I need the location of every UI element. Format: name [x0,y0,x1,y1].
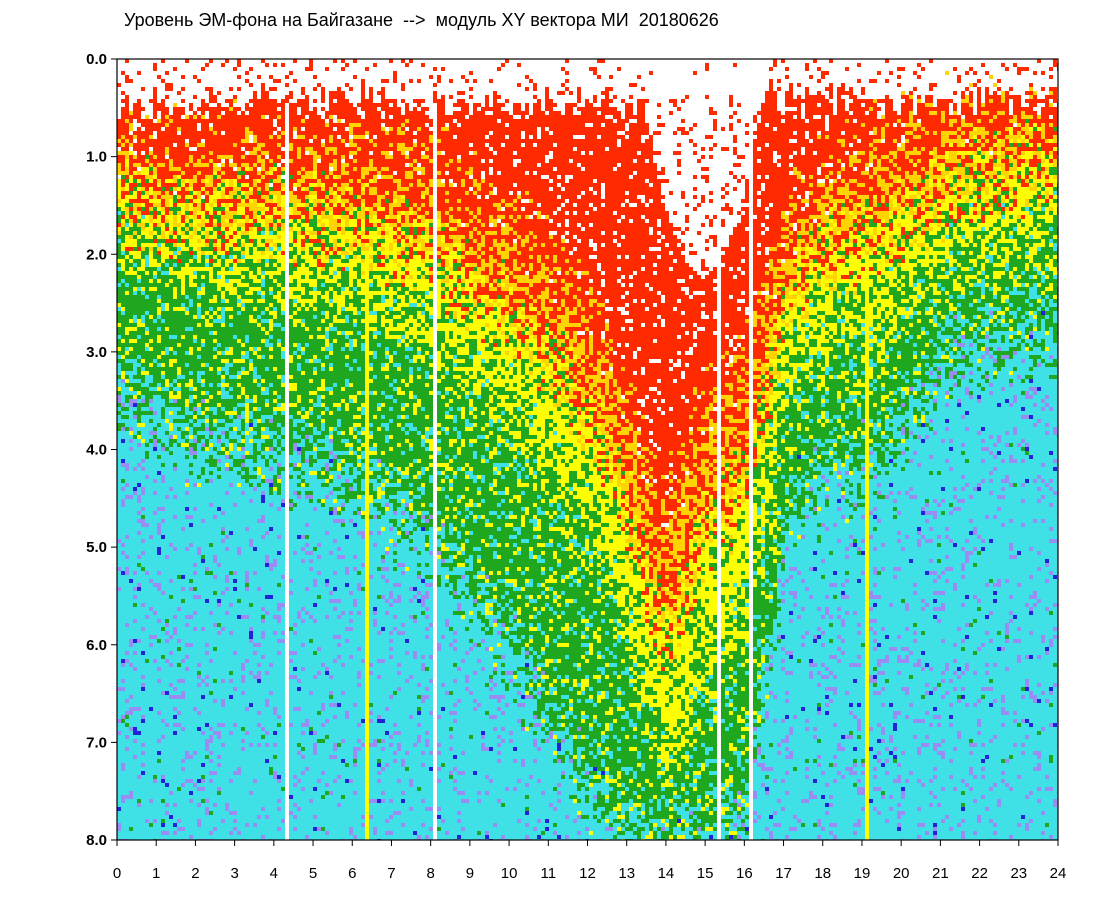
x-tick-label: 6 [348,865,356,882]
x-tick-label: 24 [1050,865,1067,882]
x-axis: 0 1 2 3 4 5 6 7 8 9 10 11 12 13 14 15 16 17 18 19 20 21 22 23 24 [113,840,1067,882]
x-tick-label: 8 [426,865,434,882]
x-tick-label: 12 [579,865,596,882]
y-tick-label: 0.0 [86,51,107,68]
x-tick-label: 15 [697,865,714,882]
x-tick-label: 13 [618,865,635,882]
x-tick-label: 23 [1010,865,1027,882]
x-tick-label: 18 [814,865,831,882]
x-tick-label: 20 [893,865,910,882]
x-tick-label: 4 [270,865,278,882]
y-tick-label: 6.0 [86,637,107,654]
x-tick-label: 19 [854,865,871,882]
x-tick-label: 16 [736,865,753,882]
y-axis: 0.0 1.0 2.0 3.0 4.0 5.0 6.0 7.0 8.0 [86,51,117,849]
x-tick-label: 0 [113,865,121,882]
x-tick-label: 10 [501,865,518,882]
y-tick-label: 3.0 [86,344,107,361]
y-tick-label: 4.0 [86,442,107,459]
y-tick-label: 7.0 [86,734,107,751]
x-tick-label: 7 [387,865,395,882]
x-tick-label: 17 [775,865,792,882]
x-tick-label: 22 [971,865,988,882]
x-tick-label: 3 [230,865,238,882]
x-tick-label: 21 [932,865,949,882]
y-tick-label: 1.0 [86,149,107,166]
plot-frame [116,58,1059,841]
x-tick-label: 1 [152,865,160,882]
heatmap-dots [117,59,1058,840]
x-tick-label: 14 [658,865,675,882]
x-tick-label: 11 [541,865,557,882]
x-tick-label: 9 [466,865,474,882]
x-tick-label: 5 [309,865,317,882]
x-tick-label: 2 [191,865,199,882]
chart-title: Уровень ЭМ-фона на Байгазане --> модуль … [124,10,719,31]
y-tick-label: 8.0 [86,832,107,849]
y-tick-label: 5.0 [86,539,107,556]
y-tick-label: 2.0 [86,246,107,263]
